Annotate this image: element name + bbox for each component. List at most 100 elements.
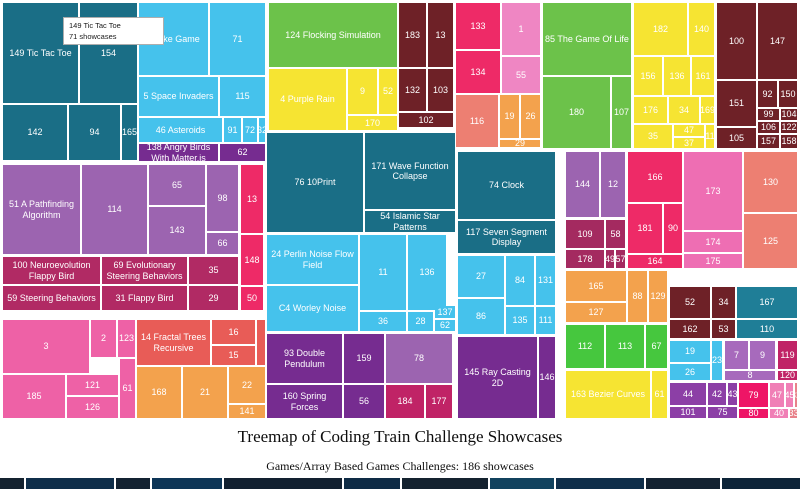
treemap-cell[interactable]: 12 [601,152,625,217]
treemap-cell[interactable]: 165 [566,271,626,301]
treemap-cell[interactable]: 163 Bezier Curves [566,371,650,418]
treemap-cell[interactable]: 65 [149,165,205,205]
treemap-cell[interactable]: 76 10Print [267,133,363,232]
treemap-cell[interactable]: 52 [670,287,710,318]
treemap-cell[interactable]: 116 [456,95,498,147]
treemap-cell[interactable]: 105 [717,128,756,148]
bottom-strip-cell[interactable] [646,478,720,489]
treemap-cell[interactable]: 59 Steering Behaviors [3,286,100,310]
treemap-cell[interactable]: 123 [118,320,135,357]
treemap-cell[interactable]: 32 [795,383,797,407]
treemap-cell[interactable]: 104 [781,109,797,120]
treemap-cell[interactable]: 121 [67,375,118,395]
treemap-cell[interactable]: 29 [500,140,540,147]
treemap-cell[interactable]: 72 [243,118,257,142]
treemap-cell[interactable]: 103 [428,69,453,111]
treemap-cell[interactable]: 142 [3,105,67,160]
treemap-cell[interactable]: 21 [183,367,227,418]
treemap-cell[interactable]: 61 [652,371,667,418]
treemap-cell[interactable]: 171 Wave Function Collapse [365,133,455,209]
treemap-cell[interactable]: 66 [207,233,238,254]
treemap-cell[interactable]: 177 [426,385,452,418]
treemap-cell[interactable]: 13 [241,165,263,233]
treemap-cell[interactable]: 106 [758,122,779,133]
treemap-cell[interactable]: 182 [634,3,687,55]
treemap-cell[interactable]: 92 [758,81,777,107]
treemap-cell[interactable]: 15 [212,346,255,365]
treemap-cell[interactable]: 4 Purple Rain [269,69,346,130]
treemap-cell[interactable]: 7 [725,341,748,369]
treemap-cell[interactable]: 126 [67,397,118,418]
treemap-cell[interactable]: 2 [91,320,116,357]
treemap-cell[interactable]: 42 [708,383,726,405]
bottom-strip-cell[interactable] [0,478,24,489]
treemap-cell[interactable]: 53 [712,320,735,338]
treemap-cell[interactable]: 122 [781,122,797,133]
treemap-cell[interactable]: 143 [149,207,205,254]
treemap-cell[interactable]: 125 [744,214,797,268]
treemap-cell[interactable]: 117 Seven Segment Display [458,221,555,253]
treemap-cell[interactable]: 100 Neuroevolution Flappy Bird [3,257,100,284]
treemap-cell[interactable]: 74 Clock [458,152,555,219]
treemap-cell[interactable]: 136 [408,235,446,310]
treemap-cell[interactable]: 93 Double Pendulum [267,334,342,383]
treemap-cell[interactable]: 151 [717,81,756,126]
treemap-cell[interactable]: 5 Space Invaders [139,77,218,116]
treemap-cell[interactable]: 36 [360,312,406,331]
treemap-cell[interactable]: 146 [539,337,555,418]
bottom-strip-cell[interactable] [490,478,554,489]
treemap-cell[interactable]: 35 [634,125,672,148]
treemap-cell[interactable]: 131 [536,256,555,305]
treemap-cell[interactable]: 173 [684,152,742,230]
treemap-cell[interactable]: 16 [212,320,255,344]
treemap-cell[interactable]: 140 [689,3,714,55]
treemap-cell[interactable]: 183 [399,3,426,67]
treemap-cell[interactable]: 133 [456,3,500,49]
treemap-cell[interactable]: 141 [229,405,265,418]
treemap-cell[interactable]: 58 [606,220,625,248]
treemap-cell[interactable]: 8 [725,371,775,380]
bottom-strip-cell[interactable] [116,478,150,489]
treemap-cell[interactable]: 26 [670,364,710,380]
treemap-cell[interactable]: 46 Asteroids [139,118,222,142]
treemap-cell[interactable]: C4 Worley Noise [267,286,358,331]
treemap-cell[interactable]: 90 [664,204,682,253]
treemap-cell[interactable]: 55 [502,57,540,93]
treemap-cell[interactable]: 44 [670,383,706,405]
treemap-cell[interactable]: 3 [3,320,89,373]
treemap-cell[interactable]: 169 [701,97,714,123]
treemap-cell[interactable]: 124 Flocking Simulation [269,3,397,67]
treemap-cell[interactable]: 150 [779,81,797,107]
treemap-cell[interactable]: 14 Fractal Trees Recursive [137,320,210,365]
treemap-cell[interactable]: 115 [220,77,265,116]
treemap-cell[interactable]: 137 [435,306,455,318]
bottom-strip-cell[interactable] [556,478,644,489]
treemap-cell[interactable]: 11 [360,235,406,310]
treemap-cell[interactable]: 19 [670,341,710,362]
treemap-cell[interactable]: 61 [120,359,135,418]
treemap-cell[interactable]: 114 [82,165,147,254]
treemap-cell[interactable]: 88 [628,271,647,322]
treemap-cell[interactable]: 165 [122,105,137,160]
treemap-cell[interactable]: 102 [399,113,453,127]
treemap-cell[interactable]: 85 The Game Of Life [543,3,631,75]
treemap-cell[interactable]: 98 [207,165,238,231]
treemap-cell[interactable]: 40 [770,409,788,418]
treemap-cell[interactable]: 86 [458,299,504,334]
treemap-cell[interactable]: 19 [500,95,519,138]
treemap-cell[interactable]: 100 [717,3,756,79]
treemap-cell[interactable]: 84 [506,256,534,305]
treemap-cell[interactable]: 132 [399,69,426,111]
treemap-cell[interactable]: 144 [566,152,599,217]
treemap-cell[interactable]: 75 [708,407,737,418]
treemap-cell[interactable]: 22 [229,367,265,403]
treemap-cell[interactable]: 27 [458,256,504,297]
treemap-cell[interactable]: 23 [712,341,722,380]
treemap-cell[interactable]: 109 [566,220,604,248]
treemap-cell[interactable]: 78 [386,334,452,383]
treemap-cell[interactable]: 107 [612,77,631,148]
treemap-cell[interactable]: 120 [778,371,797,380]
treemap-cell[interactable]: 112 [566,325,604,368]
treemap-cell[interactable]: 91 [224,118,241,142]
treemap-cell[interactable]: 49 [606,250,614,268]
